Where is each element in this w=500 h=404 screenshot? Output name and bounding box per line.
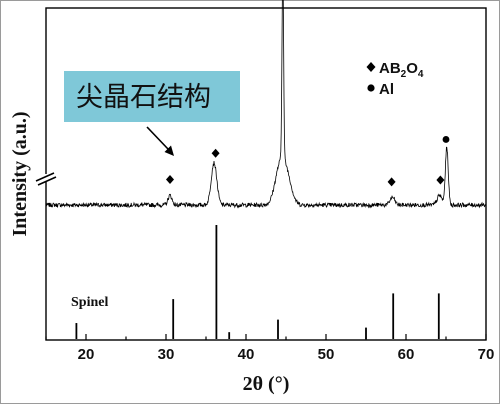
legend-label-al: Al [379, 81, 394, 98]
peak-marker-diamond [387, 177, 396, 187]
callout-arrow-head [164, 145, 174, 156]
legend-circle-marker [367, 84, 375, 92]
callout-box [64, 71, 240, 122]
x-tick-label: 60 [398, 346, 415, 363]
y-axis-break [35, 172, 57, 186]
peak-markers [166, 136, 450, 187]
reference-lines [75, 225, 440, 339]
callout-arrow-shaft [146, 126, 169, 150]
x-tick-label: 30 [158, 346, 175, 363]
legend-item-al: Al [367, 81, 394, 98]
x-tick-label: 20 [78, 346, 95, 363]
spinel-callout: 尖晶石结构 [64, 71, 240, 156]
x-tick-label: 50 [318, 346, 335, 363]
peak-marker-circle [442, 136, 450, 143]
plot-area [45, 7, 487, 341]
x-axis-title: 2θ (°) [243, 373, 290, 395]
series-line [45, 0, 487, 209]
x-ticks: 20 30 40 50 60 70 [45, 334, 495, 363]
legend-diamond-marker [366, 62, 376, 72]
x-tick-label: 40 [238, 346, 255, 363]
legend-item-spinel: AB2O4 [366, 60, 424, 80]
peak-marker-diamond [436, 175, 445, 185]
legend: AB2O4 Al [366, 60, 424, 98]
x-tick-label: 70 [478, 346, 495, 363]
peak-marker-diamond [211, 148, 220, 158]
callout-text: 尖晶石结构 [76, 82, 211, 113]
reference-label: Spinel [71, 295, 108, 310]
peak-marker-diamond [166, 175, 174, 185]
legend-label-ab2o4: AB2O4 [379, 60, 424, 80]
y-axis-title: Intensity (a.u.) [9, 111, 31, 236]
